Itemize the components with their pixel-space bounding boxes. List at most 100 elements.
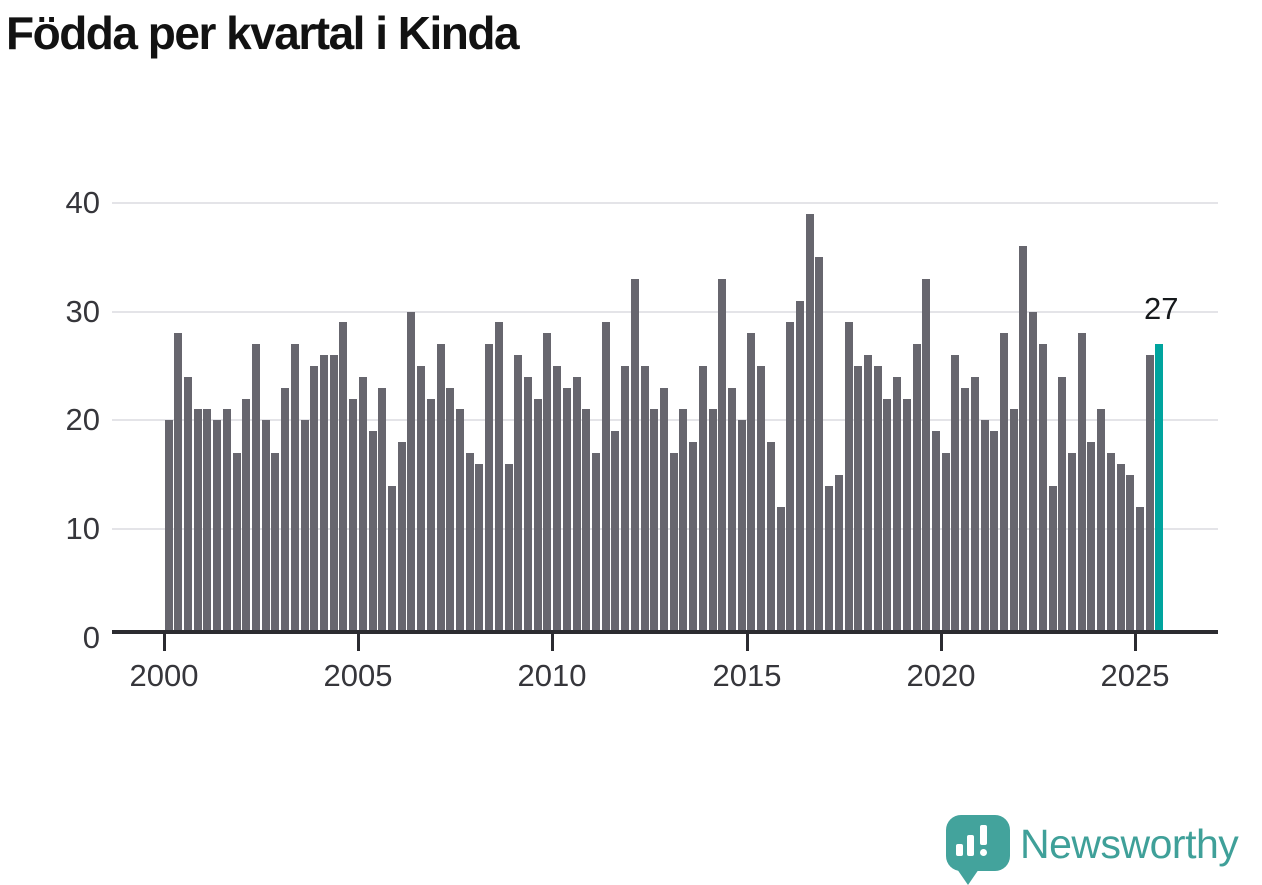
bar-2007-Q3[interactable] (456, 409, 464, 634)
bar-2022-Q1[interactable] (1019, 246, 1027, 634)
bar-2025-Q2[interactable] (1146, 355, 1154, 634)
bar-2008-Q4[interactable] (505, 464, 513, 634)
bar-2006-Q4[interactable] (427, 399, 435, 634)
bar-2012-Q2[interactable] (641, 366, 649, 634)
bar-2014-Q2[interactable] (718, 279, 726, 634)
bar-2012-Q1[interactable] (631, 279, 639, 634)
bar-2007-Q1[interactable] (437, 344, 445, 634)
bar-2011-Q1[interactable] (592, 453, 600, 634)
bar-2002-Q3[interactable] (262, 420, 270, 634)
bar-2020-Q4[interactable] (971, 377, 979, 634)
bar-2019-Q3[interactable] (922, 279, 930, 634)
bar-2010-Q4[interactable] (582, 409, 590, 634)
bar-2003-Q1[interactable] (281, 388, 289, 634)
bar-2016-Q2[interactable] (796, 301, 804, 634)
bar-2005-Q4[interactable] (388, 486, 396, 634)
bar-2024-Q1[interactable] (1097, 409, 1105, 634)
bar-2020-Q2[interactable] (951, 355, 959, 634)
bar-2000-Q3[interactable] (184, 377, 192, 634)
bar-2016-Q4[interactable] (815, 257, 823, 634)
bar-2003-Q3[interactable] (301, 420, 309, 634)
bar-2019-Q1[interactable] (903, 399, 911, 634)
bar-2018-Q3[interactable] (883, 399, 891, 634)
bar-2010-Q2[interactable] (563, 388, 571, 634)
bar-2009-Q4[interactable] (543, 333, 551, 634)
bar-2012-Q3[interactable] (650, 409, 658, 634)
bar-2002-Q4[interactable] (271, 453, 279, 634)
bar-2005-Q1[interactable] (359, 377, 367, 634)
bar-2013-Q2[interactable] (679, 409, 687, 634)
bar-2004-Q1[interactable] (320, 355, 328, 634)
bar-2009-Q1[interactable] (514, 355, 522, 634)
bar-2025-Q3[interactable] (1155, 344, 1163, 634)
bar-2016-Q1[interactable] (786, 322, 794, 634)
bar-2014-Q4[interactable] (738, 420, 746, 634)
bar-2005-Q3[interactable] (378, 388, 386, 634)
bar-2022-Q2[interactable] (1029, 312, 1037, 634)
bar-2008-Q1[interactable] (475, 464, 483, 634)
bar-2010-Q1[interactable] (553, 366, 561, 634)
bar-2022-Q4[interactable] (1049, 486, 1057, 634)
bar-2002-Q2[interactable] (252, 344, 260, 634)
bar-2015-Q1[interactable] (747, 333, 755, 634)
bar-2011-Q4[interactable] (621, 366, 629, 634)
bar-2018-Q2[interactable] (874, 366, 882, 634)
bar-2006-Q1[interactable] (398, 442, 406, 634)
bar-2015-Q2[interactable] (757, 366, 765, 634)
bar-2024-Q4[interactable] (1126, 475, 1134, 634)
bar-2004-Q4[interactable] (349, 399, 357, 634)
bar-2023-Q3[interactable] (1078, 333, 1086, 634)
bar-2004-Q2[interactable] (330, 355, 338, 634)
bar-2018-Q1[interactable] (864, 355, 872, 634)
bar-2007-Q4[interactable] (466, 453, 474, 634)
bar-2021-Q3[interactable] (1000, 333, 1008, 634)
bar-2006-Q3[interactable] (417, 366, 425, 634)
bar-2004-Q3[interactable] (339, 322, 347, 634)
bar-2017-Q3[interactable] (845, 322, 853, 634)
bar-2003-Q2[interactable] (291, 344, 299, 634)
bar-2000-Q2[interactable] (174, 333, 182, 634)
bar-2024-Q3[interactable] (1117, 464, 1125, 634)
bar-2024-Q2[interactable] (1107, 453, 1115, 634)
bar-2014-Q1[interactable] (709, 409, 717, 634)
bar-2009-Q2[interactable] (524, 377, 532, 634)
bar-2008-Q2[interactable] (485, 344, 493, 634)
bar-2020-Q1[interactable] (942, 453, 950, 634)
bar-2010-Q3[interactable] (573, 377, 581, 634)
bar-2009-Q3[interactable] (534, 399, 542, 634)
bar-2019-Q2[interactable] (913, 344, 921, 634)
bar-2003-Q4[interactable] (310, 366, 318, 634)
bar-2019-Q4[interactable] (932, 431, 940, 634)
bar-2016-Q3[interactable] (806, 214, 814, 634)
bar-2011-Q3[interactable] (611, 431, 619, 634)
bar-2007-Q2[interactable] (446, 388, 454, 634)
bar-2001-Q2[interactable] (213, 420, 221, 634)
bar-2006-Q2[interactable] (407, 312, 415, 634)
bar-2025-Q1[interactable] (1136, 507, 1144, 634)
bar-2011-Q2[interactable] (602, 322, 610, 634)
bar-2020-Q3[interactable] (961, 388, 969, 634)
bar-2021-Q1[interactable] (981, 420, 989, 634)
bar-2005-Q2[interactable] (369, 431, 377, 634)
bar-2013-Q4[interactable] (699, 366, 707, 634)
bar-2001-Q4[interactable] (233, 453, 241, 634)
bar-2002-Q1[interactable] (242, 399, 250, 634)
bar-2017-Q4[interactable] (854, 366, 862, 634)
bar-2012-Q4[interactable] (660, 388, 668, 634)
bar-2013-Q3[interactable] (689, 442, 697, 634)
bar-2014-Q3[interactable] (728, 388, 736, 634)
bar-2017-Q2[interactable] (835, 475, 843, 634)
bar-2022-Q3[interactable] (1039, 344, 1047, 634)
bar-2001-Q1[interactable] (203, 409, 211, 634)
bar-2023-Q1[interactable] (1058, 377, 1066, 634)
bar-2023-Q4[interactable] (1087, 442, 1095, 634)
bar-2001-Q3[interactable] (223, 409, 231, 634)
bar-2000-Q1[interactable] (165, 420, 173, 634)
bar-2023-Q2[interactable] (1068, 453, 1076, 634)
bar-2015-Q4[interactable] (777, 507, 785, 634)
bar-2015-Q3[interactable] (767, 442, 775, 634)
bar-2021-Q4[interactable] (1010, 409, 1018, 634)
bar-2013-Q1[interactable] (670, 453, 678, 634)
bar-2018-Q4[interactable] (893, 377, 901, 634)
bar-2017-Q1[interactable] (825, 486, 833, 634)
